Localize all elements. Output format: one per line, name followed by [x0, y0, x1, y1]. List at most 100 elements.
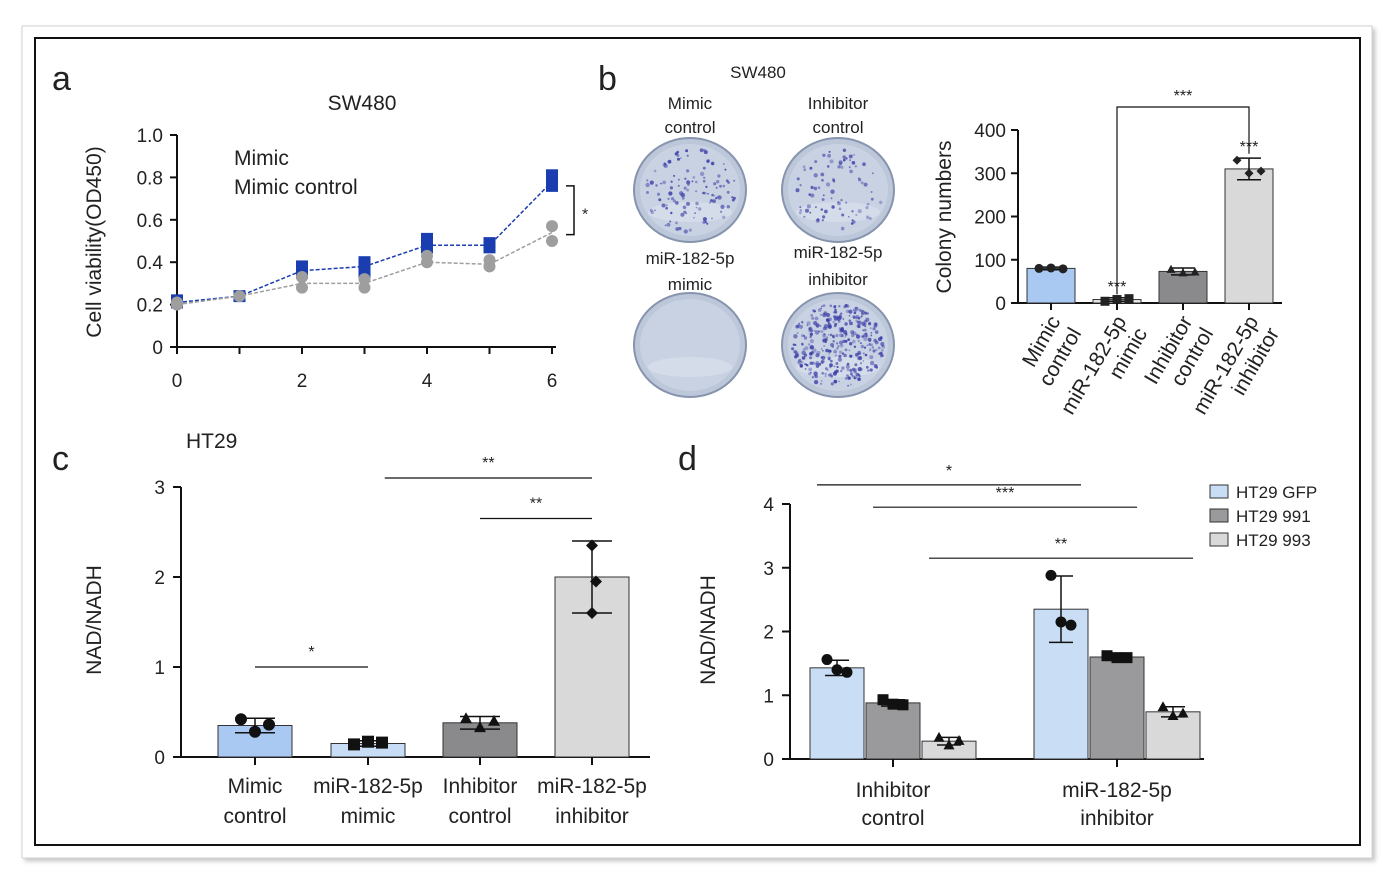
colony-dot — [869, 368, 873, 372]
colony-dot — [869, 217, 872, 220]
data-point — [1046, 263, 1056, 273]
category-label-line2: inhibitor — [555, 805, 629, 828]
colony-dot — [838, 380, 840, 383]
colony-dot — [693, 217, 695, 219]
colony-dot — [865, 365, 869, 369]
plate-label-line2: inhibitor — [808, 270, 868, 289]
y-tick-label: 1 — [154, 658, 165, 679]
x-tick-label: 6 — [547, 371, 558, 392]
colony-dot — [854, 375, 858, 379]
data-point — [821, 654, 833, 666]
colony-dot — [848, 216, 850, 218]
colony-dot — [848, 309, 853, 314]
colony-dot — [699, 148, 704, 153]
colony-dot — [791, 347, 795, 351]
colony-dot — [847, 376, 851, 380]
colony-dot — [715, 197, 718, 200]
colony-dot — [814, 374, 818, 379]
colony-dot — [799, 184, 802, 187]
colony-dot — [702, 220, 706, 224]
colony-dot — [808, 372, 812, 376]
colony-dot — [716, 180, 720, 184]
legend-swatch — [1209, 532, 1229, 547]
colony-dot — [859, 342, 862, 345]
colony-dot — [865, 206, 869, 210]
colony-dot — [834, 351, 837, 353]
colony-dot — [863, 333, 868, 338]
colony-dot — [865, 320, 868, 323]
category-label-line1: miR-182-5p — [1062, 779, 1172, 802]
colony-dot — [860, 344, 865, 349]
category-label-line1: miR-182-5p — [537, 775, 647, 798]
colony-dot — [692, 176, 696, 179]
colony-dot — [683, 229, 688, 234]
colony-dot — [861, 312, 864, 316]
bar — [865, 702, 921, 760]
colony-dot — [877, 346, 881, 350]
legend-swatch — [1209, 508, 1229, 523]
colony-dot — [834, 322, 838, 326]
colony-dot — [834, 310, 838, 314]
y-tick-label: 1.0 — [137, 126, 163, 147]
data-point — [831, 664, 843, 676]
x-tick-label: 2 — [297, 371, 308, 392]
colony-dot — [803, 363, 806, 366]
data-point — [590, 575, 602, 588]
colony-dot — [810, 193, 815, 198]
colony-dot — [838, 328, 844, 333]
colony-dot — [841, 352, 845, 355]
colony-dot — [845, 157, 848, 160]
colony-dot — [862, 322, 867, 327]
colony-dot — [702, 148, 706, 152]
plate-reflection — [648, 202, 732, 222]
colony-dot — [824, 209, 828, 214]
colony-dot — [829, 304, 833, 308]
colony-dot — [860, 181, 864, 185]
colony-dot — [684, 177, 687, 180]
colony-dot — [823, 345, 826, 347]
colony-dot — [839, 340, 843, 345]
y-tick-label: 0 — [763, 750, 774, 771]
colony-dot — [850, 372, 853, 376]
y-tick-label: 3 — [763, 559, 774, 580]
colony-dot — [864, 325, 867, 328]
data-point — [1232, 155, 1242, 165]
colony-dot — [869, 348, 872, 351]
data-point — [460, 712, 472, 724]
colony-dot — [675, 221, 678, 225]
colony-dot — [870, 191, 873, 193]
colony-dot — [849, 321, 853, 326]
colony-dot — [807, 343, 811, 346]
colony-dot — [810, 371, 812, 374]
colony-dot — [853, 311, 857, 315]
category-label-line2: mimic — [341, 805, 396, 828]
data-point — [1034, 263, 1044, 273]
colony-dot — [874, 340, 879, 345]
colony-dot — [806, 324, 809, 327]
colony-dot — [867, 369, 870, 372]
colony-dot — [838, 305, 841, 308]
data-point — [953, 735, 965, 745]
data-point — [483, 260, 496, 273]
colony-dot — [799, 209, 802, 212]
colony-dot — [820, 208, 823, 211]
colony-dot — [868, 321, 871, 325]
colony-dot — [803, 168, 807, 172]
colony-dot — [804, 346, 809, 351]
colony-dot — [802, 165, 806, 169]
colony-dot — [827, 323, 832, 328]
colony-dot — [840, 369, 843, 373]
colony-dot — [860, 309, 864, 313]
colony-dot — [857, 209, 862, 214]
colony-dot — [828, 353, 830, 355]
colony-dot — [852, 316, 856, 320]
colony-dot — [685, 149, 689, 153]
colony-dot — [722, 163, 725, 165]
colony-dot — [799, 211, 802, 215]
data-point — [586, 607, 598, 619]
colony-dot — [793, 334, 798, 339]
y-tick-label: 200 — [974, 208, 1006, 229]
colony-dot — [855, 353, 859, 357]
colony-dot — [843, 353, 847, 358]
colony-dot — [851, 333, 855, 338]
